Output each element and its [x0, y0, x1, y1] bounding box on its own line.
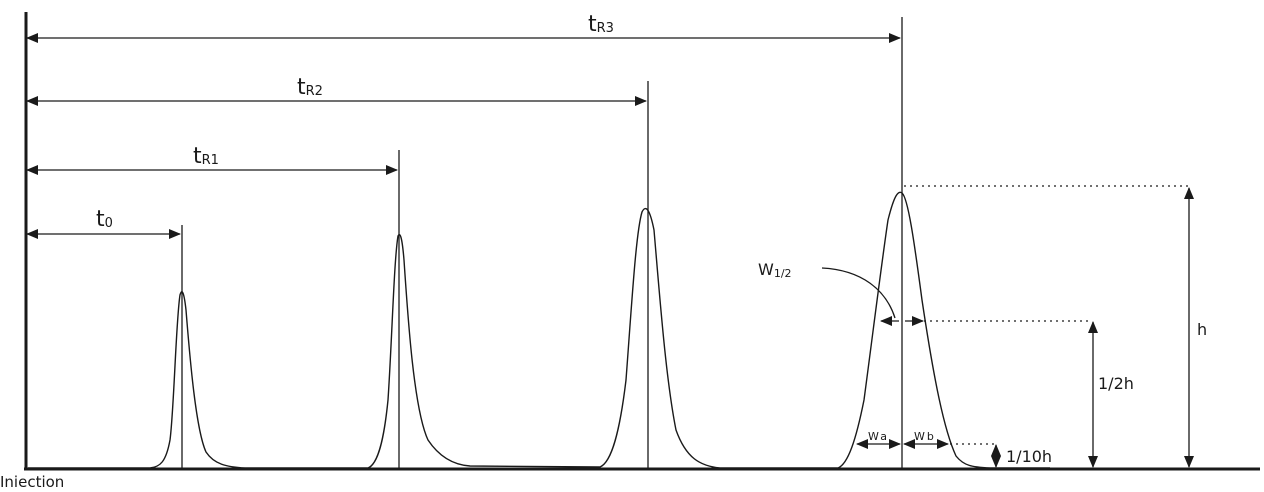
h-label: h — [1197, 320, 1207, 339]
tr1-label: tR1 — [193, 144, 219, 169]
tr3-label: tR3 — [588, 12, 614, 37]
half-h-label: 1/2h — [1098, 374, 1134, 393]
injection-label: Iniection — [0, 473, 64, 491]
chromatogram-trace — [28, 191, 1050, 469]
t0-label: t0 — [96, 207, 113, 232]
w-half-label: W1/2 — [758, 260, 792, 280]
tr2-label: tR2 — [297, 75, 323, 100]
tenth-h-label: 1/10h — [1006, 447, 1052, 466]
w-half-leader — [821, 267, 896, 319]
